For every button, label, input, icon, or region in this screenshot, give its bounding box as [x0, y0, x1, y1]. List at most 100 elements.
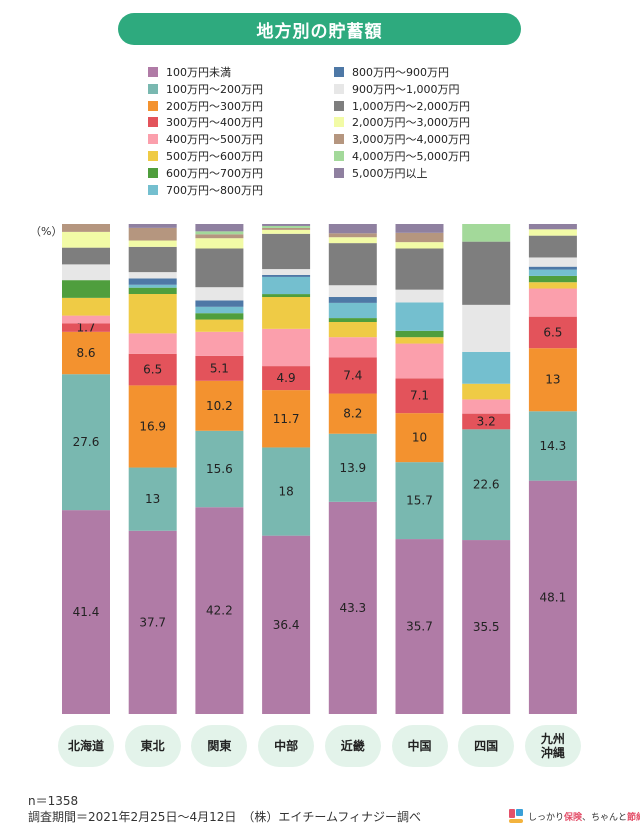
bar-segment	[128, 530, 177, 714]
x-axis-label: 四国	[458, 725, 515, 767]
survey-period: 調査期間＝2021年2月25日～4月12日 （株）エイチームフィナジー調べ	[28, 810, 422, 824]
bar-segment	[128, 227, 177, 241]
legend-swatch	[148, 167, 158, 178]
bar-segment	[262, 535, 311, 714]
bar-segment	[128, 284, 177, 288]
bar-segment	[62, 331, 110, 375]
bar-segment	[262, 227, 311, 230]
bar-segment	[395, 232, 444, 243]
bar-segment	[195, 380, 244, 431]
bar-segment	[328, 302, 377, 319]
brand-logo: しっかり保険、ちゃんと節約。	[508, 808, 640, 824]
data-label: 41.4	[73, 605, 100, 619]
legend-label: 4,000万円～5,000万円	[352, 150, 470, 163]
brand-tagline: しっかり保険、ちゃんと節約。	[528, 810, 640, 823]
legend-label: 100万円未満	[166, 66, 231, 79]
bar-segment	[62, 510, 110, 714]
bar-segment	[262, 328, 311, 367]
bar-segment	[462, 413, 511, 430]
bar-segment	[62, 323, 110, 332]
bar-segment	[262, 225, 311, 228]
x-axis-label: 関東	[191, 725, 248, 767]
legend-item: 3,000万円～4,000万円	[334, 131, 470, 147]
legend-label: 500万円～600万円	[166, 150, 263, 163]
data-label: 37.7	[139, 615, 166, 629]
bar-segment	[328, 297, 377, 303]
bar-segment	[328, 322, 377, 338]
bar-segment	[328, 233, 377, 238]
legend-label: 2,000万円～3,000万円	[352, 116, 470, 130]
legend-swatch	[148, 151, 158, 161]
sample-size: n＝1358	[28, 794, 79, 808]
bar-segment	[195, 231, 244, 235]
data-label: 35.5	[473, 620, 500, 634]
bar-segment	[195, 238, 244, 249]
bar-segment	[395, 330, 444, 338]
brand-logo-mark-blue	[516, 809, 523, 816]
data-label: 1.7	[76, 321, 95, 335]
legend-item: 2,000万円～3,000万円	[334, 114, 470, 130]
bar-segment	[262, 366, 311, 391]
bar-segment	[528, 257, 577, 267]
legend-swatch	[148, 67, 158, 77]
bar-segment	[462, 241, 511, 305]
bar-segment	[62, 280, 110, 298]
data-label: 35.7	[406, 620, 433, 634]
data-label: 8.2	[343, 407, 362, 421]
bar-segment	[395, 248, 444, 290]
legend-swatch	[148, 184, 158, 195]
bar-segment	[62, 224, 110, 232]
unit-label: （%）	[30, 225, 63, 238]
bar-segment	[395, 289, 444, 303]
legend-label: 200万円～300万円	[166, 99, 263, 113]
bar-segment	[262, 229, 311, 234]
legend-swatch	[334, 83, 344, 94]
bar-segment	[128, 333, 177, 354]
bar-segment	[262, 390, 311, 448]
data-label: 16.9	[139, 419, 166, 433]
x-axis-label: 中国	[391, 725, 448, 767]
legend-label: 3,000万円～4,000万円	[352, 133, 470, 147]
bar-segment	[528, 480, 577, 714]
bar-segment	[328, 393, 377, 434]
bar-segment	[62, 247, 110, 265]
legend-swatch	[334, 100, 344, 111]
bar-segment	[128, 240, 177, 247]
x-axis-label: 近畿	[324, 725, 381, 767]
data-label: 15.7	[406, 494, 433, 508]
legend-label: 600万円～700万円	[166, 166, 263, 180]
legend-swatch	[334, 117, 344, 128]
bar-segment	[262, 297, 311, 329]
bar-segment	[462, 429, 511, 541]
legend-swatch	[334, 167, 344, 178]
bar-segment	[395, 302, 444, 331]
legend-swatch	[148, 83, 158, 94]
legend-item: 300万円～400万円	[148, 114, 263, 130]
x-axis-label: 北海道	[58, 725, 114, 767]
legend-item: 400万円～500万円	[148, 131, 263, 147]
legend-item: 900万円～1,000万円	[334, 81, 460, 97]
legend-item: 700万円～800万円	[148, 182, 263, 198]
bar-segment	[62, 315, 110, 324]
bar-segment	[528, 348, 577, 412]
bar-segment	[128, 278, 177, 285]
bar-segment	[462, 351, 511, 384]
bar-segment	[395, 343, 444, 379]
x-axis-label: 九州 沖縄	[524, 725, 581, 767]
data-label: 7.1	[410, 389, 429, 403]
bar-segment	[462, 399, 511, 414]
legend-item: 600万円～700万円	[148, 165, 263, 181]
bar-segment	[262, 269, 311, 275]
data-label: 5.1	[210, 361, 229, 375]
legend-label: 800万円～900万円	[352, 66, 449, 79]
bar-segment	[128, 294, 177, 334]
bar-segment	[62, 231, 110, 248]
data-label: 14.3	[540, 439, 567, 453]
data-label: 43.3	[339, 601, 366, 615]
legend-item: 4,000万円～5,000万円	[334, 148, 470, 164]
bar-segment	[328, 337, 377, 358]
data-label: 4.9	[277, 371, 296, 385]
bar-segment	[195, 224, 244, 232]
bar-segment	[528, 229, 577, 236]
bar-segment	[395, 462, 444, 540]
